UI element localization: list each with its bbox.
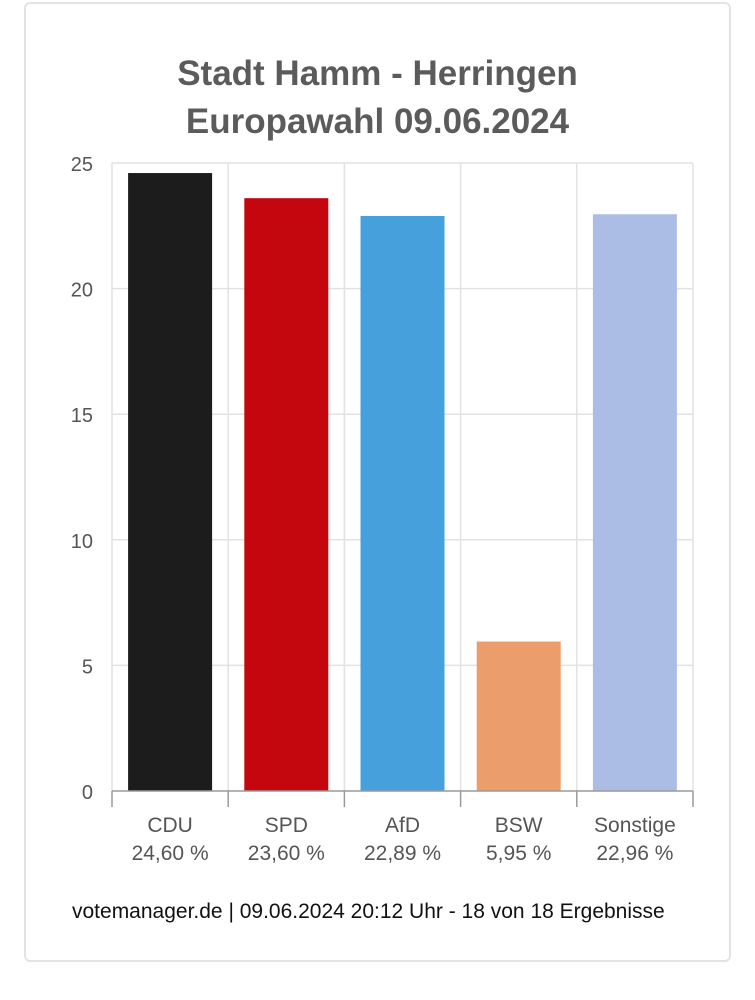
source-footer: votemanager.de | 09.06.2024 20:12 Uhr - …: [72, 900, 665, 923]
x-value-label: 22,96 %: [596, 842, 673, 865]
y-tick-label: 10: [71, 531, 93, 553]
x-category-label: SPD: [265, 814, 308, 837]
x-value-label: 5,95 %: [486, 842, 551, 865]
bar-spd: [244, 198, 329, 792]
bars: [128, 173, 677, 792]
x-value-label: 23,60 %: [248, 842, 325, 865]
x-category-label: AfD: [385, 814, 420, 837]
x-category-label: BSW: [495, 814, 543, 837]
chart-title-line-2: Europawahl 09.06.2024: [185, 102, 570, 141]
y-tick-label: 0: [82, 782, 93, 804]
x-category-label: CDU: [147, 814, 193, 837]
y-tick-label: 5: [82, 656, 93, 678]
y-tick-label: 15: [71, 405, 93, 427]
axis-labels: 0 5 10 15 20 25 CDU 24,60 % SPD 23,60 % AfD 22,89 %…: [71, 154, 676, 865]
chart-title-line-1: Stadt Hamm - Herringen: [177, 54, 578, 93]
x-category-label: Sonstige: [594, 814, 676, 837]
x-value-label: 22,89 %: [364, 842, 441, 865]
chart-title: Stadt Hamm - Herringen Europawahl 09.06.…: [24, 50, 731, 146]
y-tick-label: 25: [71, 154, 93, 176]
y-tick-label: 20: [71, 280, 93, 302]
bar-sonstige: [592, 214, 677, 791]
x-value-label: 24,60 %: [132, 842, 209, 865]
axes: [111, 790, 694, 807]
bar-cdu: [128, 173, 213, 792]
bar-afd: [360, 216, 445, 792]
bar-bsw: [476, 641, 561, 791]
